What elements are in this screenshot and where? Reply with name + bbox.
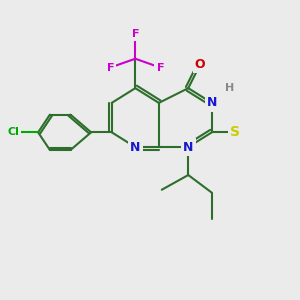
- Text: N: N: [183, 141, 194, 154]
- Text: S: S: [230, 125, 240, 139]
- Text: N: N: [207, 96, 217, 110]
- Text: Cl: Cl: [7, 127, 19, 137]
- Text: O: O: [195, 58, 206, 71]
- Text: F: F: [106, 63, 114, 73]
- Text: H: H: [225, 83, 234, 93]
- Text: F: F: [131, 29, 139, 39]
- Text: N: N: [130, 141, 140, 154]
- Text: F: F: [157, 63, 164, 73]
